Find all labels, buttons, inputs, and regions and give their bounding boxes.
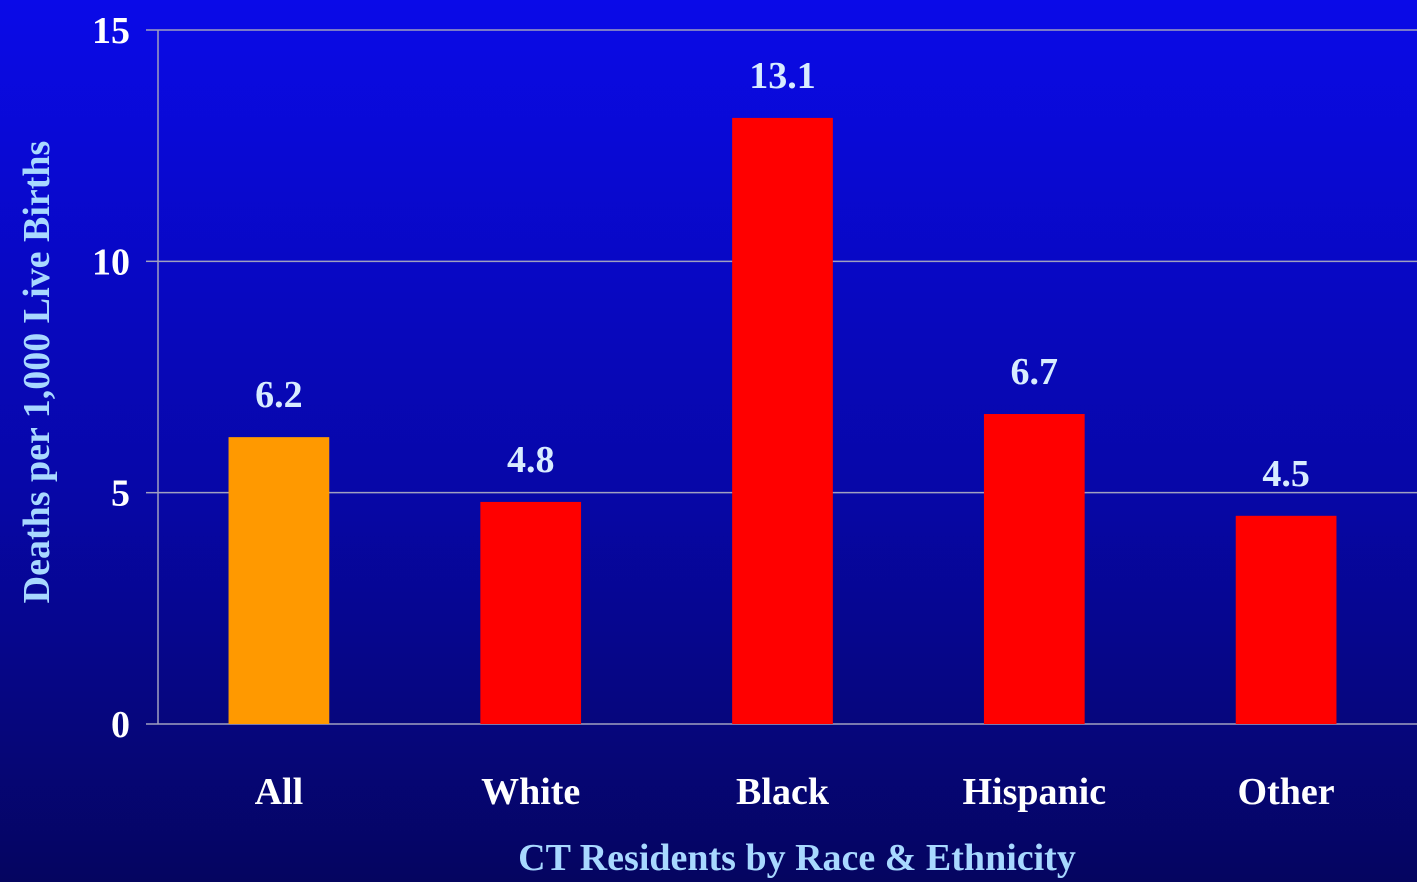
category-labels: All White Black Hispanic Other — [255, 771, 1335, 813]
data-labels: 6.2 4.8 13.1 6.7 4.5 — [255, 55, 1310, 495]
bar-black — [732, 117, 833, 724]
bar-white — [480, 501, 582, 724]
category-label: Hispanic — [962, 771, 1106, 813]
y-tick-label: 0 — [111, 704, 130, 746]
y-tick-labels: 0 5 10 15 — [92, 10, 130, 746]
category-label: Other — [1238, 771, 1335, 813]
data-label: 6.2 — [255, 374, 303, 416]
data-label: 13.1 — [749, 55, 816, 97]
x-axis-title: CT Residents by Race & Ethnicity — [518, 837, 1076, 879]
y-tick-label: 10 — [92, 241, 130, 283]
data-label: 4.5 — [1262, 453, 1310, 495]
bars — [228, 117, 1337, 724]
data-label: 4.8 — [507, 439, 555, 481]
bar-all — [228, 437, 330, 724]
y-tick-label: 5 — [111, 473, 130, 515]
bar-other — [1235, 515, 1337, 724]
axes — [146, 29, 159, 725]
y-tick-label: 15 — [92, 10, 130, 52]
category-label: Black — [736, 771, 830, 813]
data-label: 6.7 — [1011, 351, 1059, 393]
category-label: All — [255, 771, 304, 813]
category-label: White — [481, 771, 580, 813]
bar-hispanic — [983, 414, 1085, 724]
y-axis-title: Deaths per 1,000 Live Births — [16, 141, 58, 604]
